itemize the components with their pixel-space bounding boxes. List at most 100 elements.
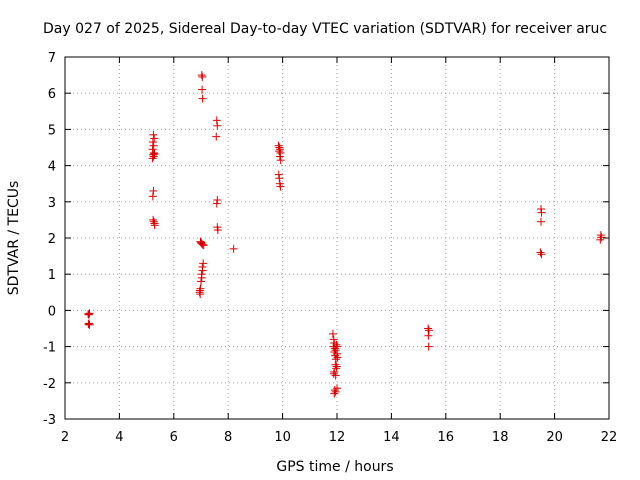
data-point — [537, 205, 545, 214]
y-tick-label: 6 — [48, 87, 56, 102]
data-point — [275, 152, 284, 161]
data-point — [333, 353, 342, 362]
y-tick-label: 4 — [48, 160, 56, 175]
data-point — [197, 238, 205, 247]
data-point — [84, 310, 93, 319]
data-point — [212, 199, 221, 208]
data-point — [332, 364, 341, 373]
x-tick-label: 12 — [329, 430, 346, 445]
data-point — [328, 329, 337, 338]
y-axis-label: SDTVAR / TECUs — [6, 181, 22, 296]
y-tick-label: 1 — [48, 268, 56, 283]
data-point — [331, 387, 340, 396]
data-point — [331, 371, 340, 380]
data-points — [84, 71, 606, 398]
x-tick-label: 22 — [601, 430, 618, 445]
data-point — [198, 266, 207, 275]
data-point — [330, 386, 339, 395]
data-point — [213, 121, 222, 130]
data-point — [149, 141, 158, 150]
data-point — [150, 150, 159, 159]
data-point — [330, 389, 339, 398]
data-point — [333, 342, 342, 351]
data-point — [85, 320, 94, 329]
y-tick-label: -3 — [43, 413, 56, 428]
data-point — [212, 116, 221, 125]
y-tick-label: 0 — [48, 304, 56, 319]
data-point — [84, 320, 93, 329]
data-point — [84, 319, 93, 328]
data-point — [197, 239, 206, 248]
data-point — [276, 148, 285, 157]
data-point — [424, 324, 433, 333]
x-tick-label: 10 — [274, 430, 291, 445]
data-point — [195, 288, 204, 297]
data-point — [85, 309, 94, 318]
data-point — [275, 147, 284, 156]
data-point — [331, 360, 340, 369]
data-point — [198, 72, 207, 81]
x-tick-label: 18 — [492, 430, 509, 445]
data-point — [229, 244, 238, 253]
x-tick-label: 2 — [61, 430, 69, 445]
y-tick-label: 3 — [48, 196, 56, 211]
data-point — [149, 217, 158, 226]
data-point — [148, 145, 157, 154]
chart-title: Day 027 of 2025, Sidereal Day-to-day VTE… — [43, 21, 607, 37]
data-point — [332, 340, 341, 349]
data-point — [148, 154, 157, 163]
y-tick-label: 2 — [48, 232, 56, 247]
data-point — [424, 331, 433, 340]
data-point — [197, 277, 205, 286]
y-tick-label: 5 — [48, 123, 56, 138]
data-point — [196, 290, 205, 299]
data-point — [150, 221, 159, 230]
x-tick-label: 14 — [383, 430, 400, 445]
x-axis-label: GPS time / hours — [276, 459, 393, 475]
y-tick-label: -1 — [43, 341, 56, 356]
data-point — [197, 273, 206, 282]
data-point — [149, 150, 158, 159]
data-point — [213, 195, 222, 204]
data-point — [596, 235, 605, 244]
data-point — [536, 248, 545, 257]
data-point — [149, 215, 158, 224]
data-point — [537, 250, 546, 259]
data-point — [329, 369, 338, 378]
data-point — [197, 71, 206, 80]
x-tick-label: 4 — [115, 430, 123, 445]
y-tick-label: 7 — [48, 51, 56, 66]
data-point — [424, 342, 433, 351]
data-point — [332, 362, 341, 371]
data-point — [329, 335, 338, 344]
data-point — [276, 156, 285, 165]
x-tick-label: 16 — [438, 430, 455, 445]
data-point — [150, 134, 159, 143]
x-tick-label: 20 — [546, 430, 563, 445]
data-point — [275, 174, 284, 183]
data-point — [330, 367, 339, 376]
data-point — [198, 94, 207, 103]
data-point — [331, 355, 340, 364]
x-tick-label: 8 — [224, 430, 232, 445]
data-point — [213, 226, 222, 235]
data-point — [212, 132, 221, 141]
data-point — [149, 130, 158, 139]
data-point — [148, 138, 157, 147]
data-point — [199, 259, 208, 268]
data-point — [84, 310, 93, 319]
data-point — [198, 85, 207, 94]
data-point — [331, 346, 340, 355]
x-tick-label: 6 — [170, 430, 178, 445]
data-point — [424, 326, 433, 335]
data-point — [537, 217, 545, 226]
data-point — [537, 208, 546, 217]
data-point — [276, 182, 285, 191]
data-point — [333, 384, 341, 393]
data-point — [274, 170, 283, 179]
data-point — [333, 349, 341, 358]
data-point — [148, 192, 157, 201]
y-tick-label: -2 — [43, 377, 56, 392]
